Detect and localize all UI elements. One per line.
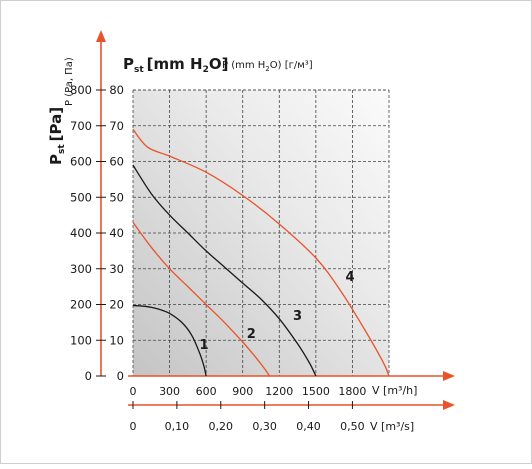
y-tick-label-pa: 500 bbox=[70, 190, 92, 204]
curve-label-4: 4 bbox=[345, 270, 354, 285]
x-tick-label-m3h: 1500 bbox=[302, 385, 330, 398]
x-tick-label-m3h: 600 bbox=[196, 385, 217, 398]
y-tick-label-pa: 400 bbox=[70, 226, 92, 240]
x-tick-label-m3h: 300 bbox=[159, 385, 180, 398]
y-axis-title-p: P (Pa, Па) bbox=[64, 57, 75, 106]
y-tick-label-pa: 300 bbox=[70, 262, 92, 276]
p-title: P (mm H2O) [г/м³] bbox=[222, 60, 313, 73]
curve-label-1: 1 bbox=[200, 338, 209, 353]
y-tick-label-mm: 20 bbox=[109, 298, 124, 312]
x-tick-label-m3s: 0,10 bbox=[165, 420, 190, 433]
y-tick-label-mm: 70 bbox=[109, 119, 124, 133]
y-tick-label-mm: 60 bbox=[109, 155, 124, 169]
y-tick-label-mm: 40 bbox=[109, 226, 124, 240]
curve-label-3: 3 bbox=[293, 309, 302, 324]
y-tick-label-pa: 200 bbox=[70, 298, 92, 312]
y-tick-label-pa: 700 bbox=[70, 119, 92, 133]
y-axis-title-pst: Pst[Pa] bbox=[47, 107, 67, 165]
x-axis-arrowhead-1 bbox=[443, 371, 455, 381]
curve-label-2: 2 bbox=[247, 327, 256, 342]
curve-3 bbox=[132, 164, 317, 377]
x-tick-label-m3s: 0,30 bbox=[252, 420, 277, 433]
x-ticks: 0 300 600 900 1200 1500 1800 0 0,10 0,20 0,30 0,40 0… bbox=[130, 385, 367, 433]
x-tick-label-m3s: 0,40 bbox=[296, 420, 321, 433]
grid bbox=[132, 89, 390, 376]
pst-title: Pst [mm H2O] bbox=[123, 55, 228, 75]
y-ticks: 0102030405060708001002003004005006007008… bbox=[70, 83, 124, 383]
x-tick-label-m3s: 0,20 bbox=[209, 420, 234, 433]
x-tick-label-m3h: 0 bbox=[130, 385, 137, 398]
y-tick-label-pa: 100 bbox=[70, 333, 92, 347]
curve-2 bbox=[132, 221, 271, 377]
x-tick-label-m3h: 1800 bbox=[338, 385, 366, 398]
y-tick-label-pa: 600 bbox=[70, 155, 92, 169]
y-tick-label-mm: 0 bbox=[117, 369, 124, 383]
y-axis-arrowhead bbox=[96, 30, 106, 42]
y-tick-label-mm: 10 bbox=[109, 333, 124, 347]
y-tick-label-pa: 0 bbox=[85, 369, 92, 383]
x-tick-label-m3h: 900 bbox=[232, 385, 253, 398]
x-tick-label-m3s: 0,50 bbox=[340, 420, 365, 433]
x-axis-label-m3s: V [m³/s] bbox=[370, 420, 414, 433]
curves bbox=[132, 128, 390, 377]
x-tick-label-m3s: 0 bbox=[130, 420, 137, 433]
y-tick-label-mm: 50 bbox=[109, 190, 124, 204]
curve-1 bbox=[132, 304, 207, 377]
y-tick-label-mm: 30 bbox=[109, 262, 124, 276]
curve-4 bbox=[132, 128, 390, 377]
y-tick-label-pa: 800 bbox=[70, 83, 92, 97]
x-axis-arrowhead-2 bbox=[443, 400, 455, 410]
curve-labels: 1 2 3 4 bbox=[200, 270, 355, 353]
x-axis-label-m3h: V [m³/h] bbox=[372, 384, 417, 397]
x-tick-label-m3h: 1200 bbox=[265, 385, 293, 398]
y-tick-label-mm: 80 bbox=[109, 83, 124, 97]
